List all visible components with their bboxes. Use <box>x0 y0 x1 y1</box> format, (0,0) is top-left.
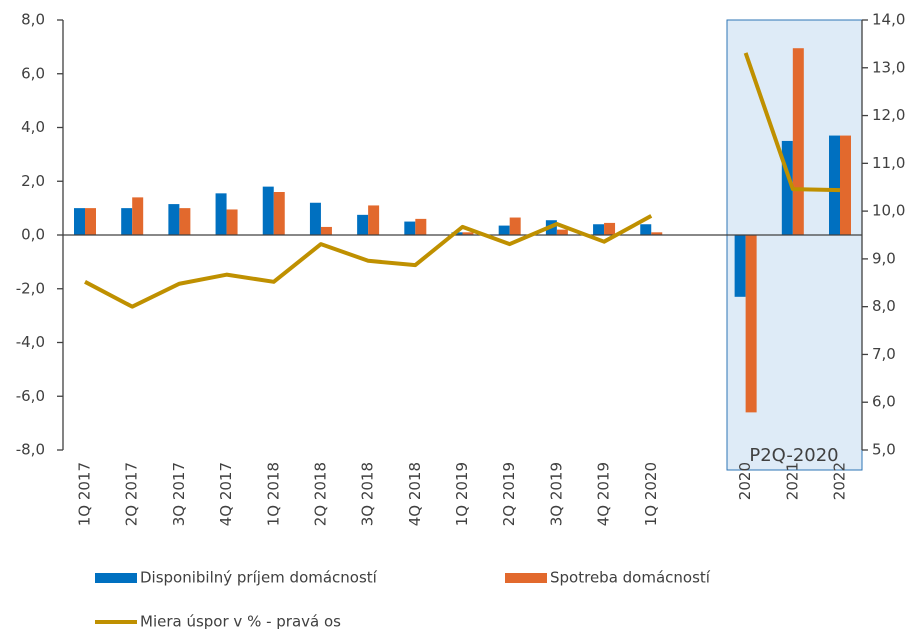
bar <box>320 226 332 235</box>
bar <box>74 208 85 235</box>
y2-tick-label: 6,0 <box>872 393 896 411</box>
bar <box>121 208 133 235</box>
y-tick-label: 0,0 <box>21 226 45 244</box>
bar <box>792 48 804 235</box>
bar <box>509 217 521 235</box>
bar <box>498 225 510 235</box>
y2-tick-label: 5,0 <box>872 441 896 459</box>
x-tick-label: 3Q 2018 <box>359 462 377 526</box>
y2-tick-label: 8,0 <box>872 297 896 315</box>
bar <box>179 208 191 235</box>
legend-label: Miera úspor v % - pravá os <box>140 613 341 629</box>
x-tick-label: 1Q 2019 <box>453 462 471 526</box>
legend-swatch <box>95 573 137 583</box>
bar <box>85 208 96 235</box>
y2-tick-label: 7,0 <box>872 345 896 363</box>
x-tick-label: 4Q 2019 <box>595 462 613 526</box>
x-tick-label: 3Q 2017 <box>170 462 188 526</box>
bar <box>651 232 663 235</box>
bar <box>829 135 840 235</box>
bar <box>734 235 746 297</box>
y-tick-label: -4,0 <box>16 333 45 351</box>
bar <box>640 224 652 235</box>
y-tick-label: 4,0 <box>21 118 45 136</box>
bar <box>168 204 180 235</box>
bar <box>215 193 227 235</box>
bar <box>368 205 380 235</box>
y-tick-label: 2,0 <box>21 172 45 190</box>
y2-tick-label: 14,0 <box>872 11 905 29</box>
bar <box>462 232 474 235</box>
bar <box>132 197 144 235</box>
x-tick-label: 1Q 2020 <box>642 462 660 526</box>
x-tick-label: 4Q 2017 <box>217 462 235 526</box>
bar <box>226 209 238 235</box>
x-tick-label: 2Q 2018 <box>311 462 329 526</box>
legend-swatch <box>505 573 547 583</box>
x-tick-label: 2Q 2019 <box>500 462 518 526</box>
y-tick-label: -6,0 <box>16 387 45 405</box>
annotation: P2Q-2020 <box>749 445 838 466</box>
y-tick-label: 6,0 <box>21 64 45 82</box>
x-tick-label: 4Q 2018 <box>406 462 424 526</box>
x-tick-label: 1Q 2018 <box>264 462 282 526</box>
bar <box>404 221 416 235</box>
x-tick-label: 2Q 2017 <box>123 462 141 526</box>
y2-tick-label: 12,0 <box>872 106 905 124</box>
x-tick-label: 1Q 2017 <box>76 462 94 526</box>
bar <box>309 202 321 235</box>
bar <box>262 186 274 235</box>
y2-tick-label: 10,0 <box>872 202 905 220</box>
x-tick-label: 2020 <box>736 462 754 500</box>
bar <box>273 192 285 235</box>
x-tick-label: 2022 <box>831 462 849 500</box>
x-tick-label: 3Q 2019 <box>547 462 565 526</box>
bar <box>604 222 616 235</box>
bar <box>357 214 369 235</box>
line <box>84 52 841 309</box>
y2-tick-label: 13,0 <box>872 58 905 76</box>
bar <box>593 224 605 235</box>
bar <box>840 135 851 235</box>
bar <box>745 235 757 413</box>
x-tick-label: 2021 <box>783 462 801 500</box>
bar <box>556 229 568 235</box>
bar <box>781 140 793 235</box>
y-tick-label: -8,0 <box>16 441 45 459</box>
y-tick-label: 8,0 <box>21 11 45 29</box>
legend-label: Spotreba domácností <box>550 569 711 587</box>
legend-label: Disponibilný príjem domácností <box>140 569 378 587</box>
bar <box>415 218 427 235</box>
y2-tick-label: 11,0 <box>872 154 905 172</box>
y2-tick-label: 9,0 <box>872 249 896 267</box>
y-tick-label: -2,0 <box>16 279 45 297</box>
